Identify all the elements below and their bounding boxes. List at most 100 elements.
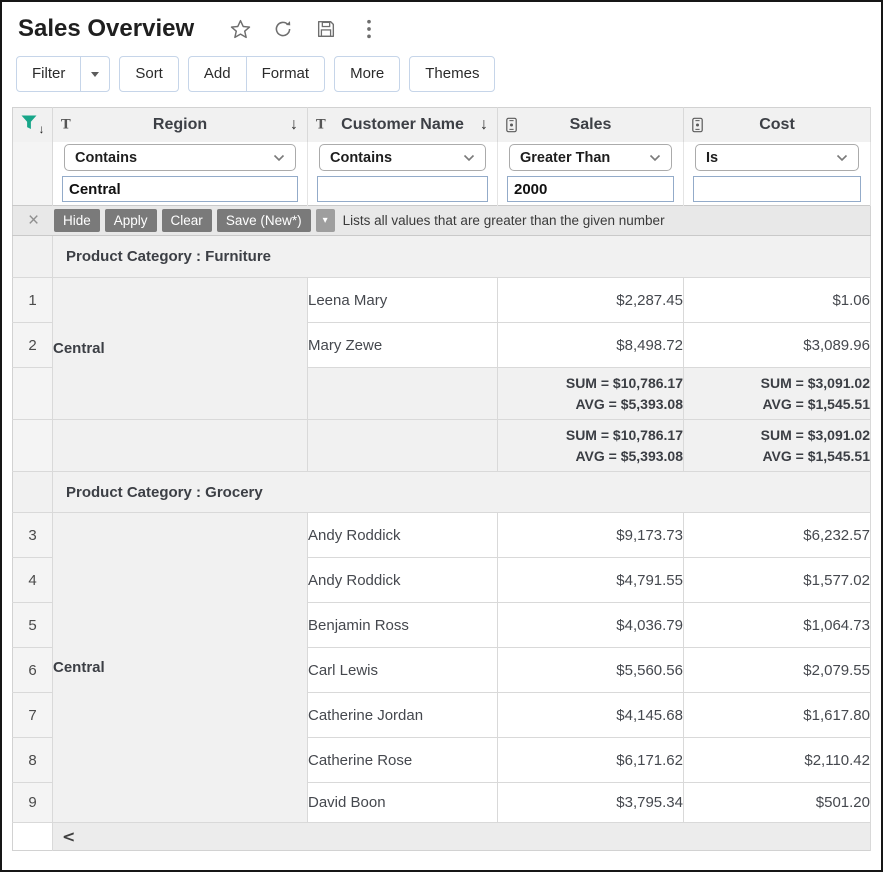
customer-cell: Catherine Jordan: [307, 692, 498, 738]
filter-value-row: [12, 173, 871, 206]
group-total-row: SUM = $10,786.17 AVG = $5,393.08 SUM = $…: [12, 419, 871, 472]
blank-region-cell: [52, 419, 308, 472]
scroll-left-icon[interactable]: <: [62, 826, 76, 846]
text-type-icon: T: [316, 117, 326, 133]
sales-filter-input[interactable]: [507, 176, 674, 203]
sort-desc-icon[interactable]: ↓: [480, 115, 488, 133]
column-header-customer-name[interactable]: T Customer Name ↓: [307, 107, 498, 142]
apply-button[interactable]: Apply: [104, 209, 157, 232]
customer-cell: Benjamin Ross: [307, 602, 498, 648]
scroll-corner-cell: [12, 822, 53, 851]
divider: [80, 57, 82, 91]
chevron-down-icon: [273, 154, 285, 161]
row-number: 5: [12, 602, 53, 648]
filter-corner-cell[interactable]: ↓: [12, 107, 53, 142]
customer-operator-select[interactable]: Contains: [319, 144, 486, 171]
sales-cell: $4,145.68: [497, 692, 684, 738]
gutter-cell: [12, 419, 53, 472]
cost-cell: $1,577.02: [683, 557, 871, 603]
group-title-grocery: Product Category : Grocery: [52, 471, 871, 513]
sales-cell: $5,560.56: [497, 647, 684, 693]
column-label-region: Region: [152, 115, 208, 133]
filter-description: Lists all values that are greater than t…: [342, 213, 665, 228]
gutter-cell: [12, 141, 53, 174]
text-type-icon: T: [61, 117, 71, 133]
filter-action-row: × Hide Apply Clear Save (New*) ▾ Lists a…: [12, 205, 871, 236]
row-number: 8: [12, 737, 53, 783]
cost-cell: $6,232.57: [683, 512, 871, 558]
blank-cell: [307, 419, 498, 472]
gutter-cell: [12, 235, 53, 278]
subtotal-row: SUM = $10,786.17 AVG = $5,393.08 SUM = $…: [12, 367, 871, 420]
themes-button[interactable]: Themes: [410, 57, 494, 91]
filter-split-button: Filter: [16, 56, 111, 92]
gutter-cell: [12, 173, 53, 206]
save-new-button[interactable]: Save (New*): [216, 209, 311, 232]
cost-cell: $3,089.96: [683, 322, 871, 368]
customer-cell: Catherine Rose: [307, 737, 498, 783]
table-row: 9 David Boon $3,795.34 $501.20: [12, 782, 871, 823]
filter-funnel-icon[interactable]: ↓: [13, 113, 52, 136]
title-actions: [228, 17, 381, 41]
hide-button[interactable]: Hide: [54, 209, 100, 232]
sales-cell: $2,287.45: [497, 277, 684, 323]
filter-dropdown-caret[interactable]: [81, 57, 109, 91]
region-operator-select[interactable]: Contains: [64, 144, 296, 171]
cost-cell: $1.06: [683, 277, 871, 323]
row-number: 9: [12, 782, 53, 823]
save-icon[interactable]: [314, 17, 338, 41]
column-header-cost[interactable]: Cost: [683, 107, 871, 142]
row-number: 6: [12, 647, 53, 693]
row-number: 1: [12, 277, 53, 323]
cost-filter-input[interactable]: [693, 176, 861, 203]
row-number: 3: [12, 512, 53, 558]
customer-cell: Mary Zewe: [307, 322, 498, 368]
data-grid: ↓ T Region ↓ T Customer Name ↓ Sales Cos…: [12, 107, 871, 851]
toolbar: Filter Sort Add Format More Themes: [16, 56, 867, 92]
column-label-sales: Sales: [569, 115, 612, 133]
sales-cell: $8,498.72: [497, 322, 684, 368]
sales-cell: $9,173.73: [497, 512, 684, 558]
cost-total-cell: SUM = $3,091.02 AVG = $1,545.51: [683, 419, 871, 472]
add-button[interactable]: Add: [189, 57, 246, 91]
themes-button-group: Themes: [409, 56, 496, 92]
clear-button[interactable]: Clear: [161, 209, 212, 232]
page-header: Sales Overview: [2, 2, 881, 43]
page-title: Sales Overview: [18, 15, 195, 42]
table-row: 1 Central Leena Mary $2,287.45 $1.06: [12, 277, 871, 420]
blank-cell: [307, 367, 498, 420]
refresh-icon[interactable]: [271, 17, 295, 41]
sort-button[interactable]: Sort: [120, 57, 178, 91]
table-row: 2 Mary Zewe $8,498.72 $3,089.96: [12, 322, 871, 368]
row-number: 4: [12, 557, 53, 603]
favorite-star-icon[interactable]: [228, 17, 252, 41]
sales-cell: $4,036.79: [497, 602, 684, 648]
region-group-cell: Central: [52, 512, 308, 823]
format-button[interactable]: Format: [247, 57, 325, 91]
column-header-region[interactable]: T Region ↓: [52, 107, 308, 142]
sort-desc-icon[interactable]: ↓: [290, 115, 298, 133]
cost-cell: $2,079.55: [683, 647, 871, 693]
column-header-sales[interactable]: Sales: [497, 107, 684, 142]
filter-action-bar: × Hide Apply Clear Save (New*) ▾ Lists a…: [13, 209, 870, 232]
number-type-icon: [506, 117, 517, 133]
column-label-customer-name: Customer Name: [341, 115, 464, 133]
customer-filter-input[interactable]: [317, 176, 488, 203]
close-filter-icon[interactable]: ×: [27, 209, 40, 231]
sales-cell: $4,791.55: [497, 557, 684, 603]
sales-operator-select[interactable]: Greater Than: [509, 144, 672, 171]
horizontal-scrollbar[interactable]: <: [52, 822, 871, 851]
customer-cell: Andy Roddick: [307, 557, 498, 603]
save-dropdown-caret[interactable]: ▾: [315, 209, 335, 232]
more-button[interactable]: More: [335, 57, 399, 91]
filter-button[interactable]: Filter: [17, 57, 80, 91]
cost-operator-select[interactable]: Is: [695, 144, 859, 171]
cost-cell: $1,064.73: [683, 602, 871, 648]
table-row: 8 Catherine Rose $6,171.62 $2,110.42: [12, 737, 871, 783]
kebab-menu-icon[interactable]: [357, 17, 381, 41]
gutter-cell: [12, 367, 53, 420]
table-row: 3 Central Andy Roddick $9,173.73 $6,232.…: [12, 512, 871, 823]
region-filter-input[interactable]: [62, 176, 298, 203]
cost-subtotal-cell: SUM = $3,091.02 AVG = $1,545.51: [683, 367, 871, 420]
chevron-down-icon: [649, 154, 661, 161]
